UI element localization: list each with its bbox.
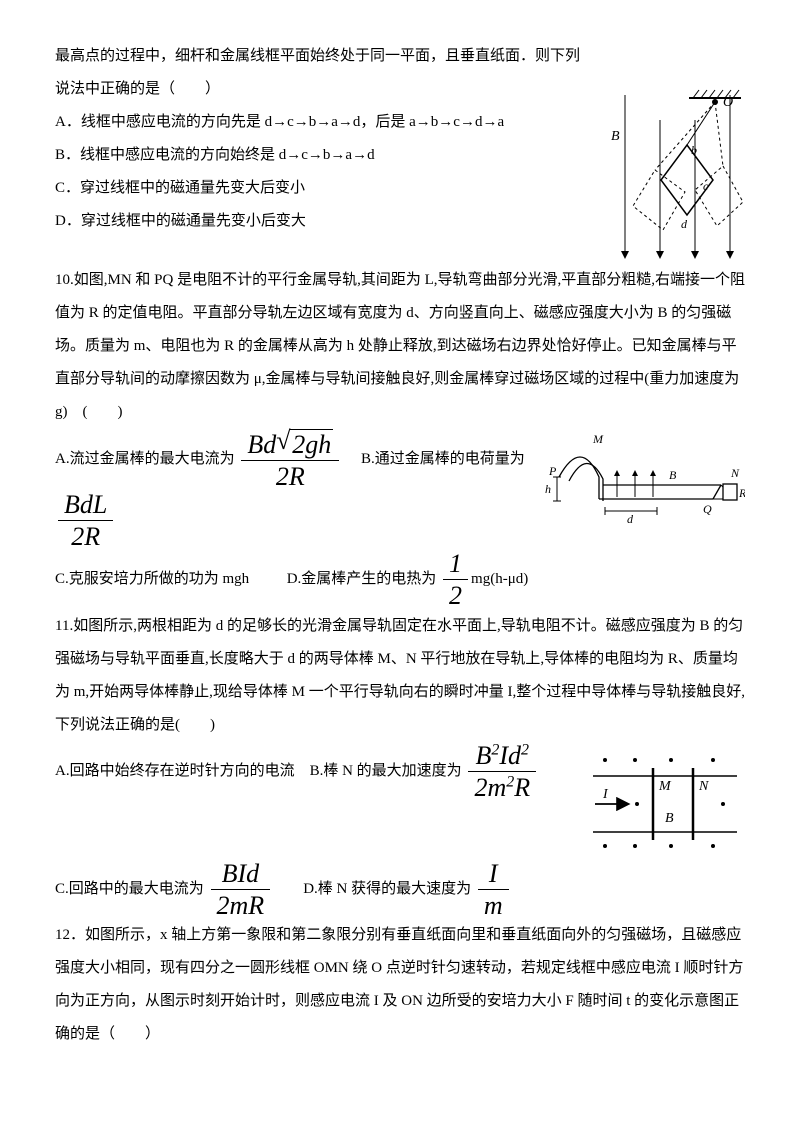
q10-stem: 10.如图,MN 和 PQ 是电阻不计的平行金属导轨,其间距为 L,导轨弯曲部分…: [55, 264, 745, 429]
q11-frac-D: I m: [478, 860, 509, 920]
label-B: B: [611, 129, 620, 144]
label-P: P: [548, 464, 557, 478]
label-N: N: [730, 466, 740, 480]
q10-B-text: B.通过金属棒的电荷量为: [361, 451, 525, 467]
label-Bfield: B: [665, 811, 674, 826]
label-b: b: [691, 143, 697, 157]
label-d: d: [681, 217, 688, 231]
q10-frac-A: Bd2gh 2R: [241, 429, 339, 491]
q11-C-text: C.回路中的最大电流为: [55, 881, 204, 897]
label-M: M: [592, 432, 604, 446]
q10-frac-D: 1 2: [443, 550, 468, 610]
q10-C-text: C.克服安培力所做的功为 mgh: [55, 571, 249, 587]
label-I: I: [602, 787, 609, 802]
q11-frac-B: B2Id2 2m2R: [468, 742, 536, 802]
q11-B-text: B.棒 N 的最大加速度为: [310, 763, 462, 779]
diagram-q9-pendulum: O B b c d: [605, 80, 745, 260]
label-M: M: [658, 779, 672, 794]
q11-stem: 11.如图所示,两根相距为 d 的足够长的光滑金属导轨固定在水平面上,导轨电阻不…: [55, 610, 745, 742]
q11-options-cd: C.回路中的最大电流为 BId 2mR D.棒 N 获得的最大速度为 I m: [55, 860, 745, 920]
q10-frac-B: BdL 2R: [58, 491, 113, 551]
q10-A-text: A.流过金属棒的最大电流为: [55, 451, 235, 467]
label-Q: Q: [703, 502, 712, 516]
q10-options-cd: C.克服安培力所做的功为 mgh D.金属棒产生的电热为 1 2 mg(h-μd…: [55, 550, 745, 610]
q11-A-text: A.回路中始终存在逆时针方向的电流: [55, 763, 295, 779]
label-O: O: [723, 95, 733, 110]
label-R: R: [738, 486, 745, 500]
q11-frac-C: BId 2mR: [211, 860, 271, 920]
q11-D-text: D.棒 N 获得的最大速度为: [303, 881, 471, 897]
label-c: c: [703, 179, 709, 193]
label-h: h: [545, 482, 551, 496]
q12-stem: 12．如图所示，x 轴上方第一象限和第二象限分别有垂直纸面向里和垂直纸面向外的匀…: [55, 919, 745, 1051]
label-N: N: [698, 779, 709, 794]
q10-D-text: D.金属棒产生的电热为: [287, 571, 437, 587]
diagram-q11-bars: M N I B: [575, 746, 745, 856]
label-Bfield: B: [669, 468, 677, 482]
q10-D-suf: mg(h-μd): [471, 571, 528, 587]
label-d: d: [627, 512, 634, 526]
diagram-q10-rails: P M h d B: [545, 429, 745, 529]
page-content: O B b c d 最高点的过程中，细杆和金属线框平面始终处于同一平面，且垂直纸…: [55, 40, 745, 1051]
